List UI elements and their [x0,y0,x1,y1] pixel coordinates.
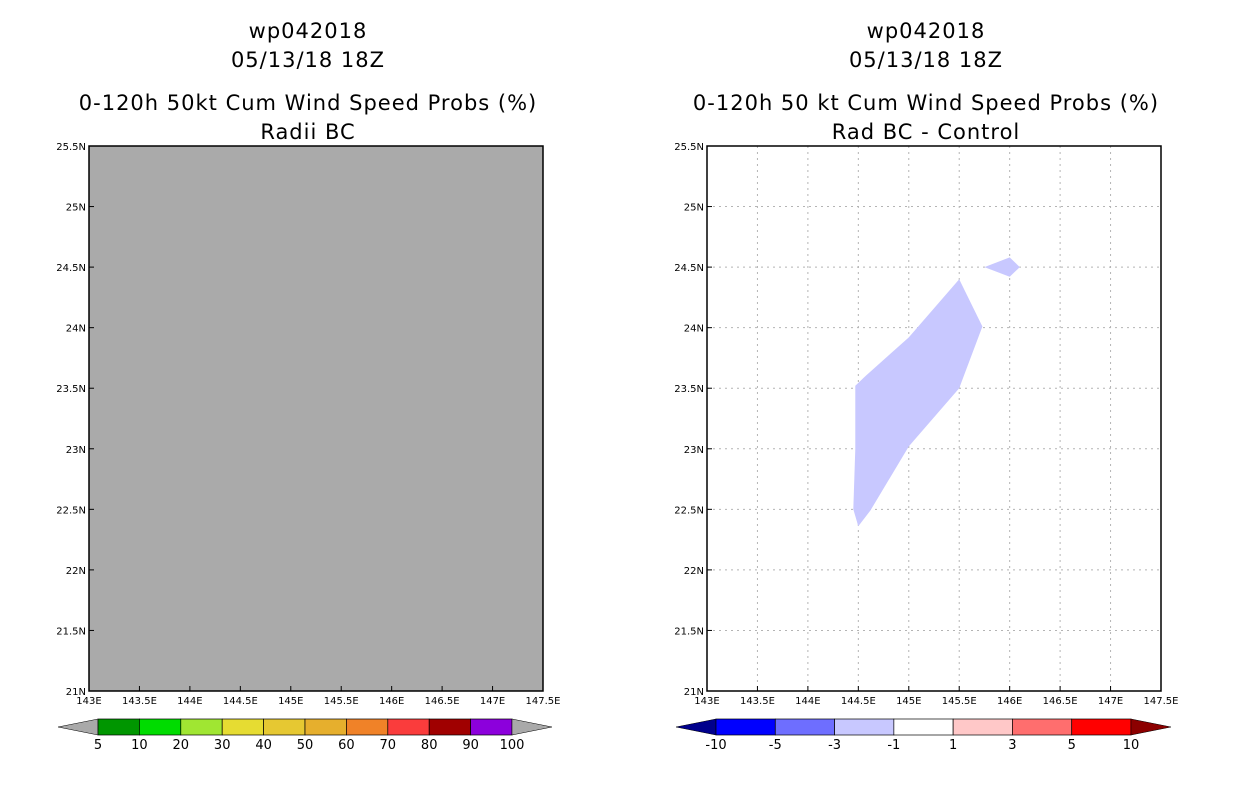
colorbar-label: 70 [380,738,397,753]
colorbar-label: 3 [1008,738,1016,753]
y-tick-label: 22.5N [674,505,704,516]
chart-title-line: 0-120h 50 kt Cum Wind Speed Probs (%) [693,91,1159,115]
x-tick-label: 145E [278,696,303,707]
plot-area [89,146,543,691]
colorbar-label: 20 [173,738,190,753]
colorbar-segment [97,718,140,736]
x-tick-label: 143E [76,696,101,707]
x-tick-label: 146.5E [1043,696,1078,707]
colorbar-label: 30 [214,738,231,753]
y-tick-label: 21N [66,687,86,698]
colorbar-label: 5 [1068,738,1076,753]
x-tick-label: 147E [480,696,505,707]
y-tick-label: 21.5N [56,626,86,637]
shaded-region-small-patch [984,257,1020,277]
colorbar-label: 100 [500,738,525,753]
x-tick-label: 147.5E [1144,696,1179,707]
colorbar-segment [470,718,513,736]
colorbar-segment [952,718,1013,736]
colorbar-segment [346,718,389,736]
plot-frame [88,145,544,692]
x-tick-label: 144.5E [841,696,876,707]
x-tick-label: 145E [896,696,921,707]
x-tick-label: 144E [177,696,202,707]
x-tick-label: 143.5E [740,696,775,707]
y-tick-label: 21.5N [674,626,704,637]
x-tick-label: 143.5E [122,696,157,707]
colorbar-label: 60 [338,738,355,753]
colorbar-segment [221,718,264,736]
y-tick-label: 22N [684,566,704,577]
colorbar-segment [180,718,223,736]
colorbar-segment [774,718,835,736]
shaded-region-main-band [853,279,983,527]
right-panel: wp042018 05/13/18 18Z 0-120h 50 kt Cum Win… [674,19,1178,753]
x-tick-label: 143E [694,696,719,707]
y-tick-label: 23N [66,445,86,456]
y-tick-label: 25N [66,203,86,214]
colorbar-label: 80 [421,738,438,753]
plot-area [707,146,1161,691]
chart-title-line: Rad BC - Control [832,120,1021,144]
y-tick-label: 24.5N [674,263,704,274]
y-tick-label: 23.5N [674,384,704,395]
colorbar-label: -5 [769,738,782,753]
colorbar-label: -10 [705,738,726,753]
chart-title-line: 0-120h 50kt Cum Wind Speed Probs (%) [79,91,537,115]
colorbar-label: 10 [1123,738,1140,753]
colorbar-label: 5 [94,738,102,753]
colorbar-label: -3 [828,738,841,753]
left-panel: wp042018 05/13/18 18Z 0-120h 50kt Cum Wind… [56,19,560,753]
colorbar-end-high [1130,718,1172,736]
colorbar-label: 1 [949,738,957,753]
chart-title-line: 05/13/18 18Z [849,48,1003,72]
x-tick-label: 145.5E [324,696,359,707]
y-tick-label: 23.5N [56,384,86,395]
colorbar-segment [893,718,954,736]
y-tick-label: 22N [66,566,86,577]
x-tick-label: 146E [997,696,1022,707]
y-tick-label: 25.5N [674,142,704,153]
x-tick-label: 144E [795,696,820,707]
colorbar-end-low [675,718,717,736]
colorbar-label: 90 [462,738,479,753]
chart-title-line: 05/13/18 18Z [231,48,385,72]
colorbar-label: 10 [131,738,148,753]
y-tick-label: 23N [684,445,704,456]
y-tick-label: 25.5N [56,142,86,153]
colorbar-segment [139,718,182,736]
x-tick-label: 147.5E [526,696,561,707]
plot-frame [706,145,1162,692]
x-tick-label: 144.5E [223,696,258,707]
x-tick-label: 145.5E [942,696,977,707]
colorbar-label: 50 [297,738,314,753]
y-tick-label: 24.5N [56,263,86,274]
colorbar-label: 40 [255,738,272,753]
colorbar-label: -1 [887,738,900,753]
colorbar-segment [428,718,471,736]
colorbar-segment [387,718,430,736]
colorbar-segment [304,718,347,736]
colorbar-segment [1012,718,1073,736]
colorbar-segment [1071,718,1132,736]
y-tick-label: 24N [66,324,86,335]
colorbar-segment [834,718,895,736]
x-tick-label: 147E [1098,696,1123,707]
x-tick-label: 146.5E [425,696,460,707]
chart-title-line: wp042018 [249,19,368,43]
y-tick-label: 21N [684,687,704,698]
y-tick-label: 25N [684,203,704,214]
colorbar-segment [263,718,306,736]
chart-title-line: wp042018 [867,19,986,43]
y-tick-label: 24N [684,324,704,335]
colorbar-segment [715,718,776,736]
y-tick-label: 22.5N [56,505,86,516]
colorbar-end-low [57,718,99,736]
colorbar-end-high [511,718,553,736]
x-tick-label: 146E [379,696,404,707]
chart-title-line: Radii BC [260,120,355,144]
